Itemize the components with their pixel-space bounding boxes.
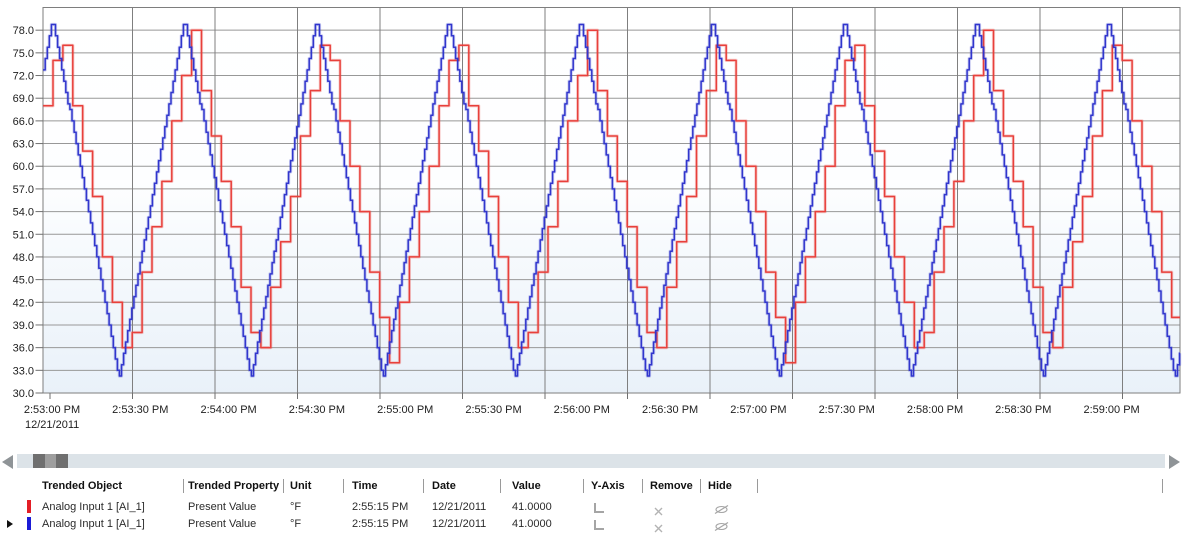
column-separator xyxy=(183,479,184,493)
column-separator xyxy=(343,479,344,493)
column-separator xyxy=(1162,479,1163,493)
svg-text:12/21/2011: 12/21/2011 xyxy=(25,419,79,431)
cell-unit: °F xyxy=(290,518,302,530)
svg-text:45.0: 45.0 xyxy=(13,275,34,287)
svg-text:2:56:30 PM: 2:56:30 PM xyxy=(642,404,698,416)
svg-text:39.0: 39.0 xyxy=(13,320,34,332)
col-header-y-axis[interactable]: Y-Axis xyxy=(591,480,625,492)
scrollbar-thumb[interactable] xyxy=(45,454,56,468)
col-header-unit[interactable]: Unit xyxy=(290,480,312,492)
svg-text:63.0: 63.0 xyxy=(13,139,34,151)
scrollbar-track[interactable] xyxy=(17,454,1165,468)
table-row[interactable]: Analog Input 1 [AI_1] Present Value °F 2… xyxy=(0,499,1186,516)
svg-text:51.0: 51.0 xyxy=(13,229,34,241)
svg-text:48.0: 48.0 xyxy=(13,252,34,264)
scrollbar-right-arrow-icon[interactable] xyxy=(1169,455,1180,469)
cell-trended-object: Analog Input 1 [AI_1] xyxy=(42,518,145,530)
svg-text:33.0: 33.0 xyxy=(13,365,34,377)
hide-icon[interactable] xyxy=(714,519,729,537)
column-separator xyxy=(642,479,643,493)
series-color-swatch xyxy=(27,517,31,530)
svg-text:2:59:00 PM: 2:59:00 PM xyxy=(1083,404,1139,416)
column-separator xyxy=(500,479,501,493)
cell-value: 41.0000 xyxy=(512,501,552,513)
svg-text:75.0: 75.0 xyxy=(13,48,34,60)
col-header-value[interactable]: Value xyxy=(512,480,541,492)
column-separator xyxy=(757,479,758,493)
svg-text:2:54:30 PM: 2:54:30 PM xyxy=(289,404,345,416)
cell-unit: °F xyxy=(290,501,302,513)
col-header-remove[interactable]: Remove xyxy=(650,480,693,492)
svg-text:2:57:00 PM: 2:57:00 PM xyxy=(730,404,786,416)
svg-text:30.0: 30.0 xyxy=(13,388,34,400)
svg-text:66.0: 66.0 xyxy=(13,116,34,128)
svg-text:69.0: 69.0 xyxy=(13,93,34,105)
cell-trended-property: Present Value xyxy=(188,501,257,513)
svg-text:2:54:00 PM: 2:54:00 PM xyxy=(200,404,256,416)
cell-trended-property: Present Value xyxy=(188,518,257,530)
table-row[interactable]: Analog Input 1 [AI_1] Present Value °F 2… xyxy=(0,516,1186,533)
cell-time: 2:55:15 PM xyxy=(352,518,409,530)
cell-trended-object: Analog Input 1 [AI_1] xyxy=(42,501,145,513)
svg-text:57.0: 57.0 xyxy=(13,184,34,196)
svg-text:2:53:30 PM: 2:53:30 PM xyxy=(112,404,168,416)
svg-text:42.0: 42.0 xyxy=(13,297,34,309)
svg-text:2:57:30 PM: 2:57:30 PM xyxy=(819,404,875,416)
svg-text:78.0: 78.0 xyxy=(13,25,34,37)
col-header-hide[interactable]: Hide xyxy=(708,480,732,492)
y-axis-icon[interactable] xyxy=(592,501,605,519)
remove-icon[interactable] xyxy=(654,503,663,521)
scrollbar-left-arrow-icon[interactable] xyxy=(2,455,13,469)
svg-text:2:58:30 PM: 2:58:30 PM xyxy=(995,404,1051,416)
col-header-trended-property[interactable]: Trended Property xyxy=(188,480,280,492)
column-separator xyxy=(423,479,424,493)
cell-time: 2:55:15 PM xyxy=(352,501,409,513)
hide-icon[interactable] xyxy=(714,502,729,520)
series-color-swatch xyxy=(27,500,31,513)
svg-text:2:56:00 PM: 2:56:00 PM xyxy=(554,404,610,416)
svg-text:2:58:00 PM: 2:58:00 PM xyxy=(907,404,963,416)
selected-row-arrow-icon xyxy=(7,520,13,528)
col-header-date[interactable]: Date xyxy=(432,480,456,492)
scrollbar-thumb-right-handle[interactable] xyxy=(56,454,68,468)
remove-icon[interactable] xyxy=(654,520,663,538)
svg-text:60.0: 60.0 xyxy=(13,161,34,173)
svg-text:2:55:30 PM: 2:55:30 PM xyxy=(465,404,521,416)
column-separator xyxy=(700,479,701,493)
cell-date: 12/21/2011 xyxy=(432,518,487,530)
col-header-time[interactable]: Time xyxy=(352,480,378,492)
svg-text:72.0: 72.0 xyxy=(13,71,34,83)
svg-text:2:53:00 PM: 2:53:00 PM xyxy=(24,404,80,416)
table-header: Trended Object Trended Property Unit Tim… xyxy=(0,478,1186,496)
column-separator xyxy=(283,479,284,493)
cell-value: 41.0000 xyxy=(512,518,552,530)
trend-chart-plot: 78.0 75.0 72.0 69.0 66.0 63.0 60.0 57.0 54.0 51.0… xyxy=(13,7,1182,431)
y-axis-icon[interactable] xyxy=(592,518,605,536)
svg-text:2:55:00 PM: 2:55:00 PM xyxy=(377,404,433,416)
scrollbar-thumb-left-handle[interactable] xyxy=(33,454,45,468)
col-header-trended-object[interactable]: Trended Object xyxy=(42,480,123,492)
column-separator xyxy=(583,479,584,493)
svg-text:54.0: 54.0 xyxy=(13,207,34,219)
cell-date: 12/21/2011 xyxy=(432,501,487,513)
svg-text:36.0: 36.0 xyxy=(13,343,34,355)
